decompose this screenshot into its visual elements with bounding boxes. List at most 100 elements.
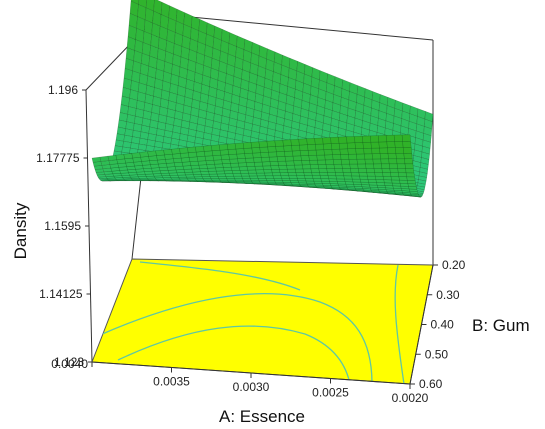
- box-edge-top-back: [158, 13, 434, 41]
- surface-cell: [183, 168, 193, 173]
- surface-cell: [338, 136, 348, 144]
- surface-cell: [402, 141, 412, 148]
- surface-cell: [267, 146, 277, 153]
- surface-cell: [230, 166, 241, 171]
- surface-cell: [216, 173, 227, 177]
- y-tick-label: 0.20: [442, 258, 466, 272]
- surface-cell: [309, 164, 320, 169]
- floor-plane: [91, 258, 434, 385]
- surface-cell: [155, 149, 165, 156]
- surface-cell: [265, 178, 275, 181]
- surface-cell: [406, 176, 416, 181]
- surface-cell: [205, 160, 215, 165]
- surface-cell: [317, 159, 327, 165]
- surface-cell: [319, 175, 330, 179]
- surface-cell: [323, 143, 333, 150]
- surface-cell: [226, 178, 236, 181]
- surface-cell: [271, 169, 281, 173]
- surface-cell: [219, 179, 229, 182]
- surface-cell: [317, 164, 327, 169]
- z-tick-label: 1.14125: [39, 287, 83, 301]
- surface-cell: [403, 147, 412, 154]
- surface-cell: [378, 141, 388, 149]
- surface-cell: [280, 175, 290, 179]
- surface-cell: [296, 175, 306, 179]
- surface-cell: [245, 157, 255, 163]
- surface-cell: [171, 148, 181, 155]
- surface-cell: [299, 144, 309, 151]
- surface-cell: [257, 175, 267, 179]
- surface-cell: [404, 163, 414, 169]
- surface-cell: [359, 179, 369, 183]
- surface-cell: [338, 142, 348, 150]
- surface-cell: [238, 162, 248, 168]
- surface-cell: [187, 146, 197, 153]
- surface-cell: [308, 155, 318, 161]
- surface-cell: [320, 178, 330, 182]
- surface-cell: [251, 147, 261, 154]
- surface-cell: [274, 140, 284, 147]
- y-tick-label: 0.30: [436, 288, 460, 302]
- surface-cell: [397, 168, 407, 173]
- surface-cell: [238, 166, 249, 171]
- surface-cell: [259, 146, 269, 153]
- surface-cell: [250, 141, 260, 149]
- surface-cell: [384, 182, 394, 186]
- surface-cell: [318, 168, 328, 173]
- surface-cell: [315, 149, 325, 156]
- surface-cell: [370, 135, 379, 143]
- surface-cell: [401, 134, 411, 142]
- surface-cell: [230, 162, 240, 168]
- surface-cell: [307, 149, 317, 156]
- surface-cell: [390, 172, 400, 177]
- surface-cell: [379, 153, 389, 160]
- z-tick-label: 1.123: [54, 355, 84, 369]
- surface-cell: [255, 169, 265, 174]
- surface-cell: [200, 171, 210, 175]
- surface-cell: [399, 179, 409, 184]
- surface-cell: [329, 181, 339, 185]
- surface-cell: [225, 176, 235, 179]
- surface-cell: [354, 142, 364, 149]
- surface-cell: [229, 158, 239, 164]
- surface-cell: [226, 143, 237, 150]
- surface-cell: [256, 172, 266, 177]
- surface-cell: [241, 175, 251, 179]
- surface-cell: [331, 148, 341, 155]
- surface-cell: [223, 170, 234, 174]
- surface-cell: [213, 159, 223, 165]
- surface-cell: [258, 180, 268, 183]
- surface-cell: [264, 172, 274, 176]
- surface-cell: [272, 175, 282, 179]
- surface-cell: [391, 179, 401, 184]
- surface-cell: [357, 168, 368, 173]
- surface-cell: [253, 161, 264, 167]
- surface-cell: [342, 172, 352, 177]
- surface-cell: [206, 164, 216, 169]
- surface-cell: [211, 179, 221, 182]
- surface-cell: [208, 170, 218, 175]
- surface-cell: [276, 156, 287, 162]
- surface-cell: [232, 173, 242, 177]
- surface-cell: [375, 176, 385, 180]
- z-tick-label: 1.17775: [36, 151, 80, 165]
- surface-cell: [366, 172, 376, 177]
- z-tick-label: 1.1595: [44, 219, 81, 233]
- surface-cell: [163, 149, 173, 156]
- surface-cell: [365, 168, 375, 173]
- surface-cell: [263, 169, 273, 174]
- x-tick-label: 0.0025: [312, 386, 349, 400]
- surface-cell: [284, 150, 294, 157]
- surface-cell: [344, 181, 354, 185]
- surface-cell: [371, 153, 381, 160]
- surface-cell: [390, 176, 400, 181]
- surface-cell: [277, 160, 287, 166]
- surface-cell: [365, 163, 375, 169]
- surface-cell: [399, 183, 409, 187]
- surface-cell: [352, 178, 362, 183]
- surface-cell: [373, 168, 383, 173]
- surface-cell: [237, 158, 247, 164]
- surface-cell: [164, 154, 174, 160]
- surface-cell: [302, 164, 312, 170]
- surface-cell: [201, 174, 211, 177]
